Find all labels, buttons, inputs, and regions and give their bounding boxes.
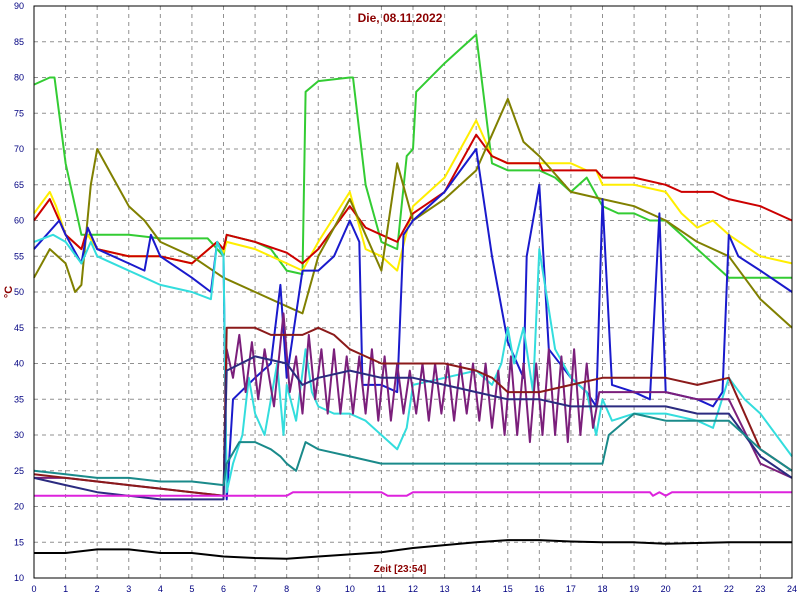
series-line bbox=[33, 355, 793, 501]
y-tick-label: 50 bbox=[14, 287, 24, 297]
series-line bbox=[33, 133, 793, 265]
series-layer bbox=[33, 33, 793, 560]
y-axis-label: °C bbox=[3, 286, 15, 298]
x-tick-label: 14 bbox=[471, 584, 481, 594]
series-line bbox=[33, 412, 793, 487]
series-line bbox=[34, 539, 792, 560]
x-tick-label: 10 bbox=[345, 584, 355, 594]
x-tick-label: 2 bbox=[95, 584, 100, 594]
x-tick-label: 20 bbox=[661, 584, 671, 594]
plot-area-border bbox=[33, 5, 793, 579]
series-line bbox=[34, 491, 792, 497]
y-tick-label: 85 bbox=[14, 37, 24, 47]
x-tick-label: 5 bbox=[189, 584, 194, 594]
x-axis-label: Zeit [23:54] bbox=[374, 564, 427, 575]
x-tick-label: 23 bbox=[755, 584, 765, 594]
y-tick-label: 30 bbox=[14, 430, 24, 440]
x-tick-label: 15 bbox=[503, 584, 513, 594]
x-tick-label: 1 bbox=[63, 584, 68, 594]
series-line bbox=[33, 97, 793, 329]
x-tick-label: 4 bbox=[158, 584, 163, 594]
axes: 0 1 2 3 4 5 6 7 8 9 10 11 12 13 14 15 16 17 18 19 20 21 22 23 24… bbox=[14, 1, 797, 594]
x-tick-label: 21 bbox=[692, 584, 702, 594]
y-tick-label: 25 bbox=[14, 466, 24, 476]
x-tick-label: 18 bbox=[597, 584, 607, 594]
y-tick-label: 15 bbox=[14, 537, 24, 547]
y-tick-label: 75 bbox=[14, 108, 24, 118]
x-tick-label: 9 bbox=[316, 584, 321, 594]
y-tick-label: 35 bbox=[14, 394, 24, 404]
y-tick-label: 10 bbox=[14, 573, 24, 583]
x-tick-label: 6 bbox=[221, 584, 226, 594]
x-tick-label: 12 bbox=[408, 584, 418, 594]
series-line bbox=[33, 33, 792, 279]
x-tick-label: 11 bbox=[377, 584, 386, 594]
x-tick-label: 3 bbox=[126, 584, 131, 594]
y-tick-label: 80 bbox=[14, 73, 24, 83]
y-tick-label: 45 bbox=[14, 323, 24, 333]
x-tick-label: 7 bbox=[253, 584, 258, 594]
x-tick-label: 17 bbox=[566, 584, 576, 594]
y-tick-label: 60 bbox=[14, 216, 24, 226]
chart-title: Die, 08.11.2022 bbox=[358, 11, 443, 25]
y-tick-label: 70 bbox=[14, 144, 24, 154]
x-tick-label: 13 bbox=[440, 584, 450, 594]
x-tick-label: 8 bbox=[284, 584, 289, 594]
x-tick-label: 22 bbox=[724, 584, 734, 594]
y-tick-label: 65 bbox=[14, 180, 24, 190]
x-tick-label: 19 bbox=[629, 584, 639, 594]
series-line bbox=[33, 326, 793, 497]
y-tick-label: 90 bbox=[14, 1, 24, 11]
y-tick-label: 20 bbox=[14, 502, 24, 512]
y-tick-label: 55 bbox=[14, 251, 24, 261]
x-tick-label: 0 bbox=[31, 584, 36, 594]
x-tick-label: 24 bbox=[787, 584, 797, 594]
series-line bbox=[34, 312, 793, 497]
y-tick-label: 40 bbox=[14, 359, 24, 369]
series-line bbox=[33, 233, 793, 494]
x-tick-label: 16 bbox=[534, 584, 544, 594]
